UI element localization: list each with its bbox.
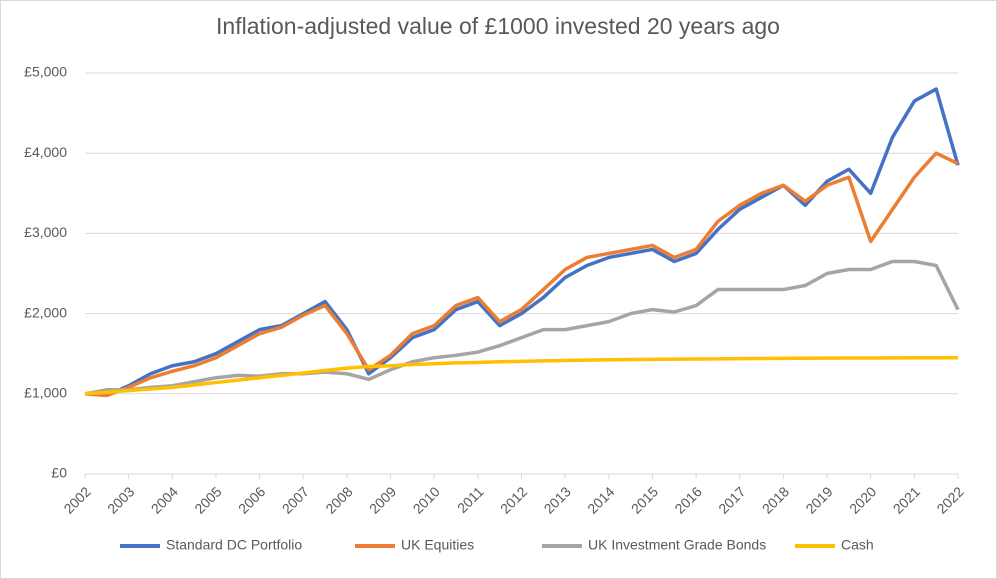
series-line: [84, 151, 959, 398]
legend-label: UK Equities: [401, 537, 474, 553]
y-tick-label: £4,000: [24, 144, 67, 160]
legend-label: Standard DC Portfolio: [166, 537, 302, 553]
chart-title: Inflation-adjusted value of £1000 invest…: [216, 13, 780, 39]
y-tick-label: £2,000: [24, 304, 67, 320]
y-tick-label: £1,000: [24, 385, 67, 401]
y-tick-label: £5,000: [24, 64, 67, 80]
legend-label: Cash: [841, 537, 874, 553]
series-line: [84, 355, 958, 396]
series-line: [84, 259, 960, 396]
y-tick-label: £0: [51, 465, 67, 481]
y-tick-label: £3,000: [24, 224, 67, 240]
legend-label: UK Investment Grade Bonds: [588, 537, 766, 553]
